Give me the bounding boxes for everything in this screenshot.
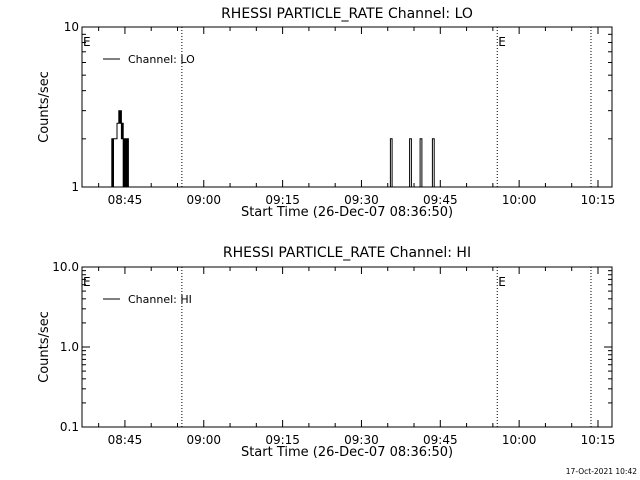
legend-label: Channel: HI	[128, 293, 192, 306]
x-tick-label: 10:00	[502, 193, 537, 207]
x-tick-label: 09:15	[265, 193, 300, 207]
event-marker-label: E	[83, 275, 91, 289]
x-tick-label: 09:30	[344, 433, 379, 447]
x-tick-label: 09:00	[186, 193, 221, 207]
y-tick-label: 10.0	[52, 260, 79, 274]
x-axis-label: Start Time (26-Dec-07 08:36:50)	[241, 205, 453, 220]
x-tick-label: 09:30	[344, 193, 379, 207]
x-tick-label: 08:45	[108, 193, 143, 207]
event-marker-label: E	[498, 35, 506, 49]
x-tick-label: 10:00	[502, 433, 537, 447]
plot-frame	[81, 266, 613, 428]
y-tick-label: 0.1	[60, 420, 79, 434]
plot-frame	[81, 26, 613, 188]
y-tick-label: 1.0	[60, 340, 79, 354]
panel-hi: RHESSI PARTICLE_RATE Channel: HI 08:45 09:…	[37, 245, 615, 460]
x-axis-label: Start Time (26-Dec-07 08:36:50)	[241, 445, 453, 460]
panel-lo: RHESSI PARTICLE_RATE Channel: LO 08:45 09:…	[37, 6, 615, 220]
event-marker-label: E	[83, 35, 91, 49]
legend-label: Channel: LO	[128, 53, 195, 66]
chart-title: RHESSI PARTICLE_RATE Channel: HI	[223, 245, 471, 261]
footer-timestamp: 17-Oct-2021 10:42	[566, 467, 637, 476]
x-tick-label: 08:45	[108, 433, 143, 447]
y-axis-label: Counts/sec	[37, 71, 52, 143]
y-tick-label: 1	[71, 180, 79, 194]
x-tick-label: 10:15	[581, 193, 616, 207]
event-marker-label: E	[498, 275, 506, 289]
x-tick-label: 09:45	[423, 433, 458, 447]
x-tick-label: 09:45	[423, 193, 458, 207]
y-axis-label: Counts/sec	[37, 311, 52, 383]
x-tick-label: 09:15	[265, 433, 300, 447]
chart-title: RHESSI PARTICLE_RATE Channel: LO	[221, 6, 473, 22]
series-line	[110, 110, 435, 188]
x-tick-label: 09:00	[186, 433, 221, 447]
x-tick-label: 10:15	[581, 433, 616, 447]
y-tick-label: 10	[64, 20, 79, 34]
